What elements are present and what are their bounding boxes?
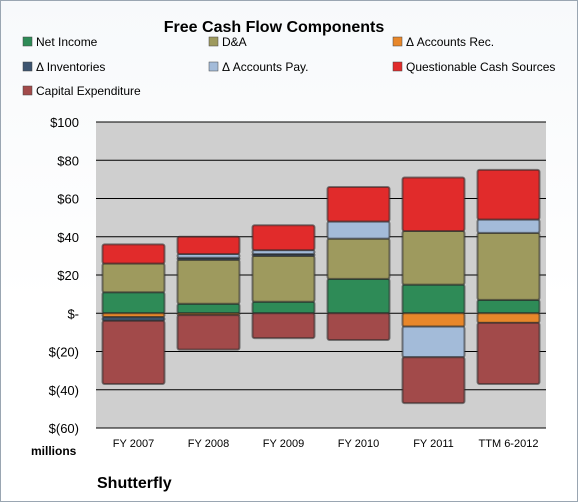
bar-segment-questionable-cash-sources xyxy=(176,235,241,255)
bar-segment-net-income xyxy=(251,300,316,315)
legend-item-danda: D&A xyxy=(208,35,247,49)
legend-label: Capital Expenditure xyxy=(36,84,141,98)
bar-segment-delta-accounts-pay xyxy=(476,218,541,234)
legend-label: Questionable Cash Sources xyxy=(406,60,555,74)
bar-segment-delta-accounts-pay xyxy=(326,220,391,240)
bar-segment-danda xyxy=(476,231,541,301)
x-category-label: FY 2009 xyxy=(263,438,304,450)
legend-swatch xyxy=(22,36,33,47)
legend-swatch xyxy=(22,85,33,96)
legend-item-net-income: Net Income xyxy=(22,35,98,49)
y-tick-label: $60 xyxy=(57,192,79,207)
bar-segment-net-income xyxy=(401,283,466,315)
bar-segment-capital-expenditure xyxy=(326,312,391,342)
y-axis-tick-labels: $100 $80 $60 $40 $20 $- $(20) $(40) $(60) xyxy=(49,115,79,436)
y-tick-label: $(60) xyxy=(49,421,79,436)
chart-title: Free Cash Flow Components xyxy=(164,19,385,36)
y-tick-label: $40 xyxy=(57,230,79,245)
bar-segment-net-income xyxy=(101,291,166,315)
bar-segment-net-income xyxy=(326,277,391,315)
legend-label: Δ Accounts Pay. xyxy=(222,60,309,74)
bar-segment-capital-expenditure xyxy=(476,321,541,386)
bar-segment-danda xyxy=(251,254,316,303)
gridlines xyxy=(96,121,546,429)
x-category-label: TTM 6-2012 xyxy=(479,438,539,450)
bar-segment-delta-accounts-rec xyxy=(476,312,541,324)
bar-segment-capital-expenditure xyxy=(401,356,466,405)
bar-segment-net-income xyxy=(176,302,241,315)
x-category-label: FY 2007 xyxy=(113,438,154,450)
y-tick-label: $100 xyxy=(50,115,79,130)
legend-swatch xyxy=(208,36,219,47)
bar-segment-questionable-cash-sources xyxy=(251,224,316,252)
bar-segment-questionable-cash-sources xyxy=(476,168,541,221)
bar-segment-capital-expenditure xyxy=(251,312,316,340)
company-name: Shutterfly xyxy=(97,475,172,492)
bar-segment-capital-expenditure xyxy=(176,314,241,351)
legend: Net Income D&A Δ Accounts Rec. Δ Inventorie… xyxy=(22,35,555,98)
bar-segment-questionable-cash-sources xyxy=(326,186,391,223)
bar-segment-danda xyxy=(401,230,466,286)
y-tick-label: $- xyxy=(67,306,79,321)
legend-label: Δ Inventories xyxy=(36,60,105,74)
legend-item-delta-inventories: Δ Inventories xyxy=(22,60,105,74)
legend-swatch xyxy=(392,61,403,72)
legend-swatch xyxy=(392,36,403,47)
legend-swatch xyxy=(22,61,33,72)
y-tick-label: $20 xyxy=(57,268,79,283)
bar-segment-danda xyxy=(326,237,391,280)
bar-segment-questionable-cash-sources xyxy=(401,176,466,233)
legend-label: Net Income xyxy=(36,35,98,49)
y-tick-label: $(20) xyxy=(49,345,79,360)
x-category-label: FY 2010 xyxy=(338,438,379,450)
bar-segment-danda xyxy=(101,262,166,294)
legend-swatch xyxy=(208,61,219,72)
legend-label: Δ Accounts Rec. xyxy=(406,35,494,49)
legend-item-delta-accounts-rec: Δ Accounts Rec. xyxy=(392,35,494,49)
units-label: millions xyxy=(31,444,77,458)
bar-segment-delta-accounts-rec xyxy=(401,312,466,328)
legend-label: D&A xyxy=(222,35,247,49)
legend-item-delta-accounts-pay: Δ Accounts Pay. xyxy=(208,60,309,74)
x-category-label: FY 2008 xyxy=(188,438,229,450)
bar-segment-questionable-cash-sources xyxy=(101,243,166,265)
bars xyxy=(101,168,541,405)
y-tick-label: $(40) xyxy=(49,383,79,398)
bar-segment-danda xyxy=(176,258,241,305)
bar-segment-delta-accounts-pay xyxy=(401,325,466,359)
bar-segment-net-income xyxy=(476,298,541,315)
legend-item-questionable-cash-sources: Questionable Cash Sources xyxy=(392,60,555,74)
x-category-label: FY 2011 xyxy=(413,438,454,450)
legend-item-capital-expenditure: Capital Expenditure xyxy=(22,84,141,98)
bar-segment-capital-expenditure xyxy=(101,319,166,386)
y-tick-label: $80 xyxy=(57,153,79,168)
x-axis-category-labels: FY 2007 FY 2008 FY 2009 FY 2010 FY 2011 TTM 6… xyxy=(113,438,539,450)
